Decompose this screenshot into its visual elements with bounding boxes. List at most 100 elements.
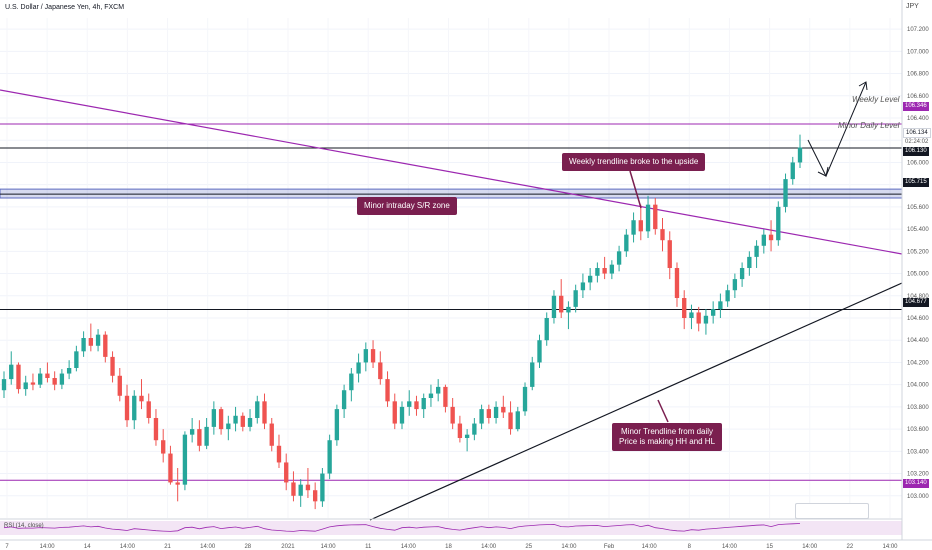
candle-body [479,409,484,424]
x-tick-label: 22 [847,544,854,550]
x-tick-label: 14:00 [401,544,417,550]
rsi-band [0,521,902,535]
x-tick-label: 14:00 [722,544,738,550]
candle-body [182,434,188,485]
y-tick-label: 103.600 [907,427,929,433]
rsi-line [3,523,801,532]
candle-body [110,356,115,376]
candle-body [587,275,593,283]
candle-body [537,340,542,363]
candle-body [168,453,173,483]
candle-body [414,401,419,410]
candle-body [674,268,680,298]
y-tick-label: 103.200 [907,472,929,478]
x-tick-label: 14 [84,544,91,550]
candle-body [291,482,296,496]
candle-body [233,415,238,424]
x-tick-label: 18 [445,544,452,550]
weekly-callout-pointer [629,170,642,209]
candle-body [443,386,448,407]
candle-body [609,264,615,274]
weekly-level-label: Weekly Level [852,95,900,104]
candle-body [407,401,412,407]
candle-body [573,290,578,307]
candle-body [269,423,274,446]
candle-body [189,429,195,435]
candle-body [761,234,766,246]
candle-body [428,393,434,398]
candle-body [1,379,7,391]
x-tick-label: 28 [244,544,251,550]
candle-body [9,364,14,380]
candle-body [370,349,376,363]
candle-body [580,282,586,291]
y-tick-label: 104.600 [907,316,929,322]
candle-body [530,362,535,387]
candle-body [284,462,289,483]
candle-body [153,418,159,441]
y-tick-label: 103.400 [907,449,929,455]
y-tick-label: 107.000 [907,49,929,55]
candle-body [486,409,492,418]
chart-title: U.S. Dollar / Japanese Yen, 4h, FXCM [5,4,125,11]
x-tick-label: 14:00 [40,544,56,550]
y-tick-label: 106.800 [907,72,929,78]
candle-body [349,373,354,391]
y-tick-label: 106.600 [907,94,929,100]
candle-body [16,364,21,390]
candle-body [616,251,622,265]
y-tick-label: 105.000 [907,272,929,278]
candle-body [508,412,513,430]
candle-body [341,390,347,410]
weekly-trendline [0,89,903,255]
y-tick-label: 107.200 [907,27,929,33]
price-tag-current: 106.134 [903,128,931,138]
candle-body [797,147,803,163]
x-tick-label: 15 [766,544,773,550]
candle-body [703,315,709,324]
events-strip[interactable] [795,503,869,519]
candle-body [320,473,325,502]
candle-body [595,268,600,276]
candle-body [175,482,180,485]
candle-body [725,290,730,302]
x-tick-label: 14:00 [882,544,898,550]
candle-body [298,484,303,496]
candle-body [631,220,636,235]
price-tag-low-level: 103.140 [903,479,929,488]
candle-body [392,401,397,424]
candle-body [689,312,694,318]
trendline-callout-pointer [657,399,669,423]
candle-body [327,440,332,474]
y-tick-label: 104.000 [907,383,929,389]
candle-body [218,409,224,430]
candle-body [146,401,151,418]
callout-minor-trendline: Minor Trendline from daily Price is maki… [612,423,723,451]
candle-body [103,334,108,357]
candle-body [493,406,499,418]
candle-body [718,301,723,310]
candle-body [117,375,122,396]
price-tag-weekly: 106.346 [903,102,929,111]
candle-body [30,382,36,385]
x-tick-label: 8 [688,544,692,550]
minor-daily-trendline [369,282,903,521]
currency-label: JPY [906,3,919,10]
candle-body [38,373,43,385]
candle-body [696,312,701,324]
candle-body [81,338,86,352]
candle-body [197,429,202,446]
candle-body [421,398,426,410]
candle-body [645,204,651,232]
x-tick-label: 14:00 [481,544,497,550]
candle-body [305,484,311,491]
candle-body [638,220,643,232]
candle-body [450,406,455,424]
candle-body [472,423,477,435]
price-tag-sr-zone: 105.715 [903,178,929,187]
y-tick-label: 105.600 [907,205,929,211]
candle-body [52,378,57,385]
candle-body [312,490,318,502]
